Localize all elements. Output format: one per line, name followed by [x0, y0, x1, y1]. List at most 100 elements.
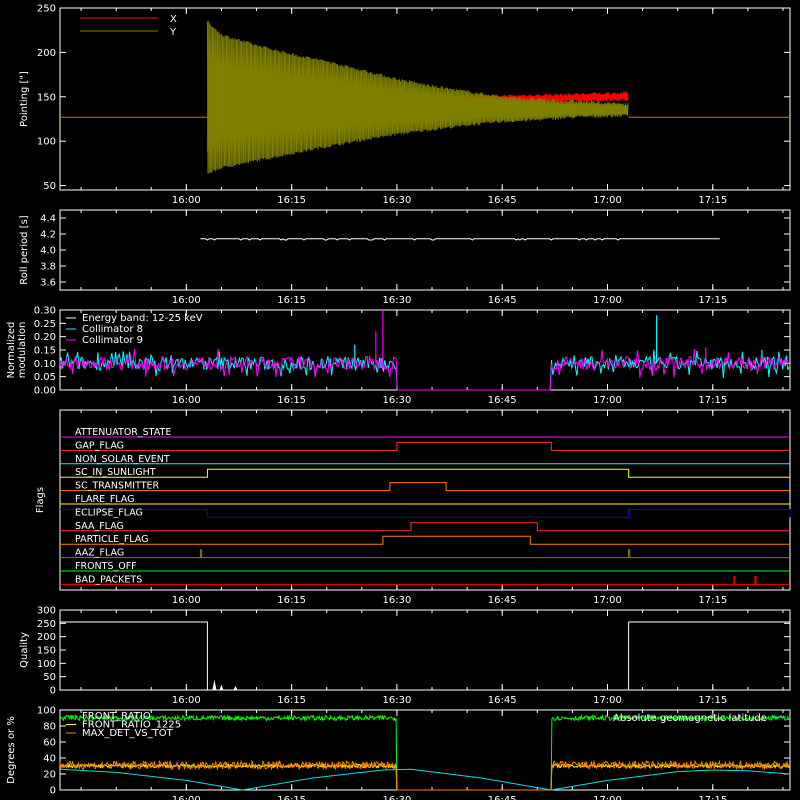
- modulation-legend-title: Energy band: 12-25 keV: [82, 313, 203, 324]
- pointing-ytick-label: 100: [37, 137, 56, 148]
- flags-xtick-label: 17:15: [698, 595, 727, 606]
- modulation-xtick-label: 17:15: [698, 395, 727, 406]
- roll-ytick-label: 4.4: [40, 214, 56, 225]
- fronts-ytick-label: 80: [43, 722, 56, 733]
- fronts-legend-label: FRONT_RATIO_1225: [82, 720, 181, 731]
- pointing-ytick-label: 150: [37, 92, 56, 103]
- quality-series: [60, 621, 790, 691]
- roll-xtick-label: 16:00: [172, 295, 201, 306]
- quality-xtick-label: 16:00: [172, 695, 201, 706]
- fronts-series-2: [59, 759, 790, 791]
- roll-ylabel: Roll period [s]: [19, 215, 30, 284]
- flag-line-sc-in-sunlight: [60, 468, 790, 478]
- fronts-legend-label: MAX_DET_VS_TOT: [82, 728, 174, 739]
- fronts-xtick-label: 17:00: [593, 795, 622, 800]
- pointing-series-Y: [206, 21, 629, 174]
- fronts-xtick-label: 16:15: [277, 795, 306, 800]
- flag-label: FRONTS_OFF: [75, 561, 137, 572]
- flags-ylabel: Flags: [35, 487, 46, 513]
- quality-bump: [233, 686, 238, 690]
- flags-xtick-label: 16:30: [383, 595, 412, 606]
- roll-xtick-label: 16:15: [277, 295, 306, 306]
- modulation-ytick-label: 0.25: [34, 319, 56, 330]
- flag-line-particle-flag: [60, 535, 790, 545]
- fronts-ytick-label: 40: [43, 754, 56, 765]
- fronts-ytick-label: 0: [50, 786, 56, 797]
- flags-xtick-label: 16:15: [277, 595, 306, 606]
- flag-label: SC_IN_SUNLIGHT: [75, 467, 156, 478]
- flags-frame: [59, 409, 791, 591]
- quality-ylabel: Quality: [19, 632, 30, 668]
- fronts-ylabel: Degrees or %: [6, 716, 17, 784]
- flag-line-aaz-flag: [60, 549, 790, 559]
- modulation-ytick-label: 0.30: [34, 306, 56, 317]
- quality-ytick-label: 100: [37, 659, 56, 670]
- quality-ytick-label: 300: [37, 606, 56, 617]
- modulation-ylabel: Normalized: [6, 322, 17, 379]
- flag-line-sc-transmitter: [60, 482, 790, 492]
- quality-ytick-label: 0: [50, 686, 56, 697]
- modulation-xtick-label: 16:15: [277, 395, 306, 406]
- pointing-ytick-label: 250: [37, 4, 56, 15]
- flag-line-bad-packets: [60, 575, 790, 585]
- modulation-ylabel: modulation: [17, 322, 28, 379]
- modulation-ytick-label: 0.05: [34, 372, 56, 383]
- pointing-xtick-label: 16:45: [488, 195, 517, 206]
- roll-xtick-label: 16:30: [383, 295, 412, 306]
- pointing-frame: [59, 7, 791, 191]
- pointing-xtick-label: 16:00: [172, 195, 201, 206]
- fronts-series-latitude: [59, 768, 791, 791]
- flag-label: AAZ_FLAG: [75, 548, 124, 559]
- quality-xtick-label: 17:00: [593, 695, 622, 706]
- modulation-series-1: [59, 348, 790, 391]
- roll-xtick-label: 16:45: [488, 295, 517, 306]
- modulation-ytick-label: 0.15: [34, 346, 56, 357]
- roll-ytick-label: 3.8: [40, 262, 56, 273]
- modulation-ytick-label: 0.10: [34, 359, 56, 370]
- modulation-xtick-label: 16:00: [172, 395, 201, 406]
- flag-line-gap-flag: [60, 441, 790, 451]
- quality-xtick-label: 16:15: [277, 695, 306, 706]
- flags-xtick-label: 16:00: [172, 595, 201, 606]
- flags-xtick-label: 16:45: [488, 595, 517, 606]
- fronts-xtick-label: 16:30: [383, 795, 412, 800]
- flag-label: ATTENUATOR_STATE: [75, 427, 171, 438]
- flag-label: FLARE_FLAG: [75, 494, 135, 505]
- roll-xtick-label: 17:00: [593, 295, 622, 306]
- pointing-ytick-label: 50: [43, 181, 56, 192]
- fronts-ytick-label: 60: [43, 738, 56, 749]
- fronts-xtick-label: 16:00: [172, 795, 201, 800]
- roll-xtick-label: 17:15: [698, 295, 727, 306]
- pointing-ytick-label: 200: [37, 48, 56, 59]
- flags-xtick-label: 17:00: [593, 595, 622, 606]
- modulation-legend-label: Collimator 8: [82, 324, 143, 335]
- pointing-xtick-label: 16:15: [277, 195, 306, 206]
- quality-ytick-label: 50: [43, 672, 56, 683]
- fronts-xtick-label: 17:15: [698, 795, 727, 800]
- flag-line-eclipse-flag: [60, 508, 791, 518]
- roll-ytick-label: 4.0: [40, 246, 56, 257]
- flag-label: GAP_FLAG: [75, 440, 124, 451]
- fronts-legend-right: Absolute geomagnetic latitude: [613, 713, 767, 724]
- fronts-ytick-label: 20: [43, 770, 56, 781]
- pointing-xtick-label: 17:15: [698, 195, 727, 206]
- flag-label: BAD_PACKETS: [75, 574, 142, 585]
- pointing-xtick-label: 17:00: [593, 195, 622, 206]
- flag-label: PARTICLE_FLAG: [75, 534, 148, 545]
- quality-ytick-label: 200: [37, 632, 56, 643]
- modulation-legend-label: Collimator 9: [82, 335, 143, 346]
- quality-xtick-label: 17:15: [698, 695, 727, 706]
- flag-line-saa-flag: [60, 522, 790, 532]
- quality-bump: [219, 684, 224, 690]
- flag-label: NON_SOLAR_EVENT: [75, 454, 170, 465]
- chart-panels: 16:00 16:15 16:30 16:45 17:00 17:15 50 100 150 20…: [6, 4, 791, 800]
- fronts-legend-label: FRONT_RATIO: [82, 711, 151, 722]
- pointing-legend-label: Y: [169, 27, 177, 38]
- pointing-ylabel: Pointing ["]: [19, 71, 30, 127]
- pointing-legend-label: X: [170, 14, 177, 25]
- flag-label: SC_TRANSMITTER: [75, 481, 160, 492]
- roll-series: [200, 238, 720, 241]
- quality-ytick-label: 150: [37, 646, 56, 657]
- modulation-xtick-label: 16:45: [488, 395, 517, 406]
